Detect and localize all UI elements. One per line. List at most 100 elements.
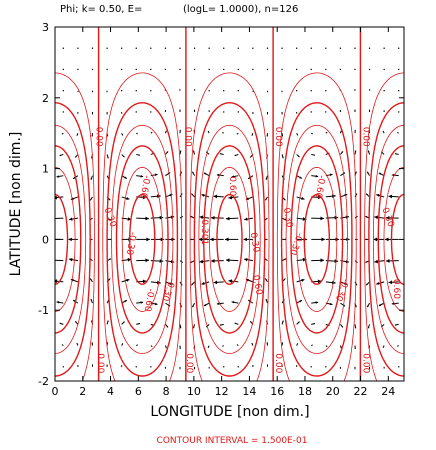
- wind-dot-316: [120, 90, 123, 92]
- wind-arrow-314: [91, 90, 94, 93]
- wind-arrow-279: [281, 133, 284, 137]
- wind-arrow-286: [382, 130, 385, 134]
- wind-arrow-67: [340, 324, 344, 328]
- wind-dot-357: [368, 68, 371, 71]
- contour-label-13: 0.30: [281, 207, 294, 229]
- y-axis: -2 -1 0 1 2 3: [38, 21, 404, 388]
- wind-dot-338: [91, 68, 94, 71]
- contour-label-15: 0.00: [360, 127, 370, 147]
- wind-arrow-301: [252, 111, 254, 114]
- x-axis-label: LONGITUDE [non dim.]: [150, 404, 309, 420]
- contour-label-2: -0.30: [124, 231, 138, 256]
- wind-arrow-227: [216, 173, 224, 177]
- wind-arrow-36: [236, 344, 239, 346]
- wind-arrow-16: [296, 365, 298, 367]
- x-tick-label-1: 2: [79, 385, 86, 398]
- wind-arrow-65: [311, 323, 316, 325]
- wind-arrow-98: [89, 278, 93, 283]
- wind-arrow-114: [325, 280, 336, 285]
- contour-label-8: 0.30: [248, 232, 261, 254]
- contour-label-14: -0.30: [333, 277, 350, 303]
- wind-arrow-257: [311, 153, 316, 156]
- wind-dot-356: [354, 68, 356, 71]
- wind-arrow-274: [207, 130, 210, 134]
- wind-arrow-264: [61, 132, 64, 135]
- contour-label-9: 0.60: [250, 274, 263, 296]
- contour-label-5: 0.00: [183, 127, 193, 147]
- wind-dot-318: [150, 90, 152, 92]
- wind-arrow-283: [339, 130, 342, 134]
- wind-arrow-132: [225, 258, 239, 263]
- wind-dot-374: [266, 47, 269, 49]
- wind-dot-344: [179, 68, 181, 71]
- wind-arrow-7: [164, 366, 166, 369]
- contour-label-4: -0.30: [159, 277, 176, 303]
- wind-arrow-51: [106, 320, 109, 325]
- wind-arrow-37: [251, 342, 254, 346]
- wind-arrow-309: [369, 109, 371, 112]
- wind-arrow-22: [383, 366, 385, 369]
- x-axis: 0 2 4 6 8 10 12 14 16 18 20 22 24: [52, 27, 395, 398]
- wind-dot-354: [325, 68, 327, 71]
- wind-dot-328: [295, 90, 298, 92]
- wind-arrow-228: [231, 175, 239, 178]
- wind-arrow-72: [56, 301, 64, 304]
- wind-dot-334: [383, 90, 385, 92]
- wind-arrow-180: [225, 216, 239, 221]
- wind-arrow-83: [216, 302, 224, 306]
- wind-dot-340: [120, 68, 123, 71]
- y-tick-label-2: 0: [42, 233, 49, 246]
- wind-arrow-216: [56, 175, 64, 178]
- wind-arrow-277: [251, 133, 254, 136]
- wind-dot-368: [179, 47, 181, 49]
- wind-dot-345: [193, 68, 196, 71]
- header-left: Phi; k= 0.50, E=: [60, 4, 142, 15]
- wind-dot-311: [398, 111, 400, 113]
- wind-arrow-298: [208, 110, 210, 112]
- wind-arrow-39: [281, 342, 284, 346]
- wind-arrow-125: [136, 258, 149, 263]
- wind-arrow-57: [192, 324, 196, 329]
- wind-arrow-179: [210, 215, 224, 220]
- wind-dot-351: [281, 68, 283, 71]
- wind-arrow-169: [68, 217, 78, 221]
- contour-label-10: 0.00: [273, 127, 283, 147]
- wind-arrow-287: [397, 132, 399, 134]
- wind-arrow-303: [281, 111, 283, 115]
- wind-arrow-47: [397, 345, 399, 347]
- wind-arrow-120: [55, 259, 64, 262]
- wind-arrow-321: [194, 89, 196, 91]
- wind-dot-353: [310, 68, 312, 71]
- wind-arrow-247: [165, 151, 169, 155]
- wind-dot-383: [398, 47, 400, 49]
- wind-arrow-89: [311, 301, 319, 304]
- wind-arrow-121: [68, 257, 78, 262]
- wind-arrow-284: [354, 129, 356, 134]
- wind-dot-306: [325, 111, 327, 113]
- x-tick-label-12: 24: [381, 385, 395, 398]
- wind-dot-339: [106, 68, 108, 71]
- x-tick-label-8: 16: [270, 385, 284, 398]
- wind-dot-23: [398, 366, 400, 368]
- wind-arrow-252: [234, 153, 239, 157]
- wind-arrow-4: [121, 365, 123, 367]
- wind-arrow-168: [55, 217, 64, 220]
- contour-label-21: -0.60: [142, 288, 156, 313]
- wind-arrow-91: [340, 302, 346, 307]
- wind-dot-341: [135, 68, 137, 71]
- wind-arrow-269: [136, 132, 138, 135]
- wind-arrow-145: [68, 237, 78, 242]
- contour-level-6: [97, 27, 362, 381]
- wind-dot-347: [223, 68, 225, 71]
- wind-arrow-241: [74, 154, 79, 158]
- wind-arrow-297: [194, 109, 196, 112]
- wind-arrow-3: [106, 364, 108, 367]
- wind-dot-0: [62, 366, 65, 368]
- wind-arrow-93: [366, 302, 370, 308]
- wind-dot-350: [266, 68, 269, 71]
- wind-arrow-19: [339, 366, 341, 369]
- plot-area: 0.00-0.60-0.300.30-0.300.000.3010.600.30…: [54, 26, 405, 382]
- contour-level-11: [55, 166, 404, 312]
- wind-arrow-13: [252, 364, 254, 367]
- wind-dot-335: [398, 90, 400, 92]
